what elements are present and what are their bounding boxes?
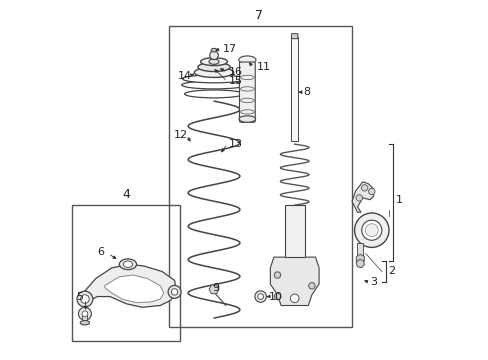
Ellipse shape [194,67,233,77]
Polygon shape [270,257,319,306]
Circle shape [82,311,88,317]
Text: 11: 11 [257,62,270,72]
Text: 5: 5 [76,292,83,302]
Bar [82,314,87,322]
Polygon shape [83,264,176,307]
Circle shape [361,220,381,240]
Ellipse shape [208,59,219,64]
Circle shape [254,291,266,302]
Bar [357,243,363,257]
Ellipse shape [182,81,246,89]
Text: 7: 7 [254,9,263,22]
Circle shape [168,285,181,298]
Circle shape [81,295,89,303]
Circle shape [171,289,178,295]
Circle shape [290,294,298,303]
Circle shape [365,224,378,237]
Ellipse shape [119,259,136,270]
Ellipse shape [239,116,255,122]
Text: 3: 3 [369,277,376,287]
Polygon shape [351,182,373,212]
Text: 12: 12 [173,130,187,140]
Text: 14: 14 [177,71,191,81]
Circle shape [355,195,362,201]
Bar [169,26,351,327]
Bar [284,205,304,257]
Polygon shape [104,275,163,303]
Ellipse shape [184,90,243,98]
Text: 15: 15 [228,76,242,86]
Text: 2: 2 [387,266,395,276]
Circle shape [274,293,280,300]
Text: 16: 16 [228,67,242,77]
Text: 4: 4 [122,188,130,201]
Text: 9: 9 [212,283,219,293]
Bar [72,205,180,341]
FancyBboxPatch shape [291,34,297,39]
Ellipse shape [238,56,255,64]
Circle shape [354,213,388,247]
Text: 8: 8 [303,87,310,97]
Circle shape [209,51,218,59]
Text: 10: 10 [268,292,282,302]
Text: 17: 17 [223,44,237,54]
Text: 13: 13 [228,139,242,149]
FancyBboxPatch shape [239,62,255,122]
Text: 1: 1 [395,195,402,205]
Text: 6: 6 [97,247,103,257]
Ellipse shape [200,58,227,66]
Ellipse shape [211,48,217,52]
Circle shape [361,185,367,191]
Ellipse shape [182,75,245,83]
Circle shape [274,272,280,278]
Circle shape [77,291,93,307]
Bar [291,37,297,140]
Ellipse shape [80,320,89,325]
Circle shape [78,307,91,320]
Ellipse shape [123,261,132,267]
Circle shape [257,294,263,300]
Circle shape [308,283,314,289]
Ellipse shape [198,63,230,72]
Circle shape [368,188,374,195]
